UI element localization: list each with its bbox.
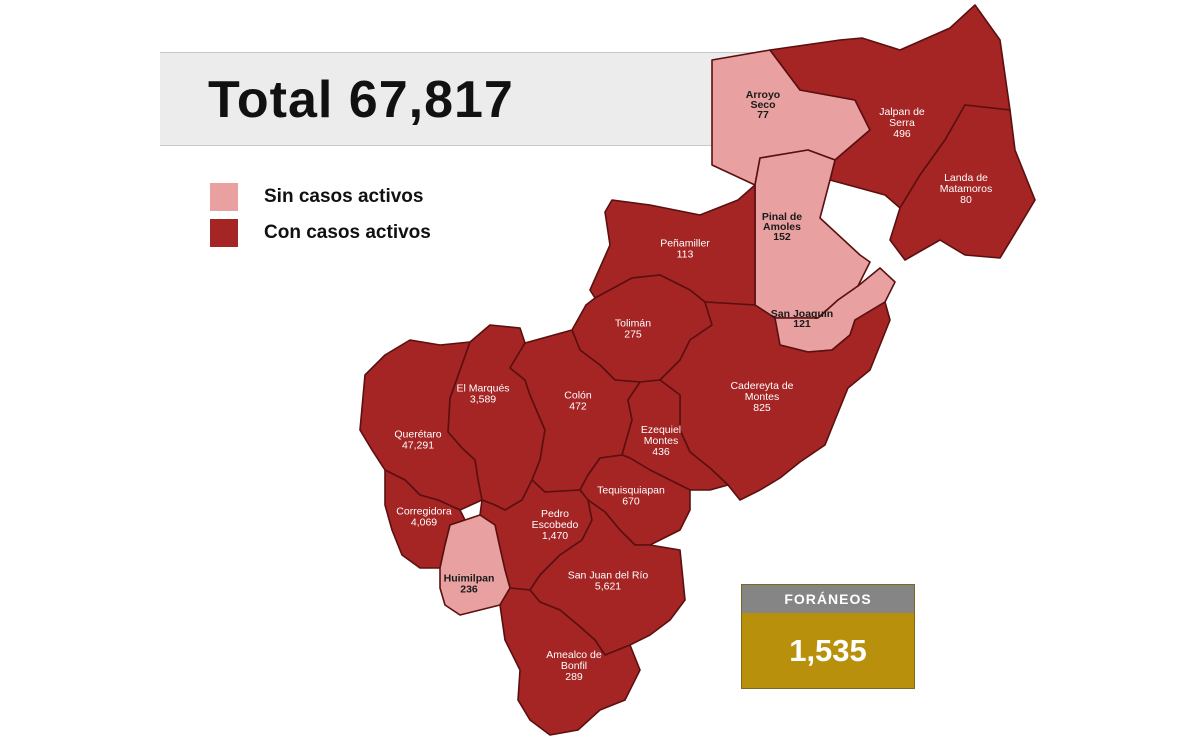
page-title: Total 67,817: [208, 71, 514, 129]
municipality-arroyo-seco-value: 77: [757, 109, 769, 121]
legend-item-inactive: Sin casos activos: [210, 183, 423, 211]
municipality-corregidora-name: Corregidora: [396, 506, 452, 518]
municipality-amealco-de-bonfil-value: 289: [565, 671, 583, 683]
municipality-amealco-de-bonfil-name: Amealco de: [546, 649, 602, 661]
municipality-landa-de-matamoros-name: Landa de: [944, 172, 988, 184]
municipality-cadereyta-de-montes-name: Montes: [745, 391, 779, 403]
municipality-tequisquiapan-value: 670: [622, 496, 640, 508]
municipality-jalpan-de-serra-name: Jalpan de: [879, 106, 925, 118]
municipality-pinal-de-amoles-name: Pinal de: [762, 211, 802, 223]
legend-swatch-inactive: [210, 183, 238, 211]
municipality-cadereyta-de-montes-value: 825: [753, 402, 771, 414]
municipality-pinal-de-amoles-name: Amoles: [763, 221, 801, 233]
municipality-toliman-value: 275: [624, 329, 642, 341]
municipality-san-joaquin-value: 121: [793, 318, 811, 330]
municipality-landa-de-matamoros: [889, 104, 1036, 261]
municipality-ezequiel-montes: [621, 379, 729, 491]
municipality-arroyo-seco-name: Seco: [750, 99, 775, 111]
municipality-jalpan-de-serra-name: Serra: [889, 117, 915, 129]
municipality-el-marques-name: El Marqués: [456, 383, 509, 395]
foraneos-value: 1,535: [742, 613, 914, 688]
municipality-ezequiel-montes-name: Montes: [644, 435, 678, 447]
legend-label-inactive: Sin casos activos: [264, 186, 424, 207]
municipality-queretaro-value: 47,291: [402, 440, 434, 452]
legend-item-active: Con casos activos: [210, 219, 431, 247]
municipality-jalpan-de-serra-value: 496: [893, 128, 911, 140]
municipality-toliman-name: Tolimán: [615, 318, 651, 330]
foraneos-box: FORÁNEOS 1,535: [741, 584, 915, 689]
municipality-landa-de-matamoros-value: 80: [960, 194, 972, 206]
municipality-ezequiel-montes-value: 436: [652, 446, 670, 458]
municipality-el-marques-value: 3,589: [470, 394, 496, 406]
municipality-pedro-escobedo-name: Pedro: [541, 508, 569, 520]
municipality-amealco-de-bonfil-name: Bonfil: [561, 660, 587, 672]
municipality-amealco-de-bonfil: [499, 587, 641, 736]
municipality-san-juan-del-rio-value: 5,621: [595, 581, 621, 593]
municipality-arroyo-seco-name: Arroyo: [746, 89, 780, 101]
title-band: [160, 52, 780, 146]
municipality-san-juan-del-rio-name: San Juan del Río: [568, 570, 649, 582]
municipality-pedro-escobedo-value: 1,470: [542, 530, 568, 542]
municipality-pedro-escobedo-name: Escobedo: [532, 519, 579, 531]
municipality-corregidora-value: 4,069: [411, 517, 437, 529]
municipality-colon-name: Colón: [564, 390, 592, 402]
municipality-queretaro-name: Querétaro: [394, 429, 441, 441]
municipality-landa-de-matamoros-name: Matamoros: [940, 183, 993, 195]
legend-label-active: Con casos activos: [264, 222, 431, 243]
legend-swatch-active: [210, 219, 238, 247]
municipality-huimilpan-value: 236: [460, 584, 478, 596]
municipality-penamiller-value: 113: [677, 249, 694, 261]
municipality-ezequiel-montes-name: Ezequiel: [641, 424, 681, 436]
municipality-huimilpan-name: Huimilpan: [444, 573, 495, 585]
municipality-tequisquiapan-name: Tequisquiapan: [597, 485, 665, 497]
municipality-penamiller-name: Peñamiller: [660, 238, 710, 250]
municipality-pinal-de-amoles-value: 152: [773, 231, 791, 243]
municipality-san-joaquin-name: San Joaquín: [771, 308, 833, 320]
foraneos-label: FORÁNEOS: [742, 585, 914, 613]
municipality-cadereyta-de-montes-name: Cadereyta de: [730, 380, 793, 392]
municipality-colon-value: 472: [569, 401, 587, 413]
